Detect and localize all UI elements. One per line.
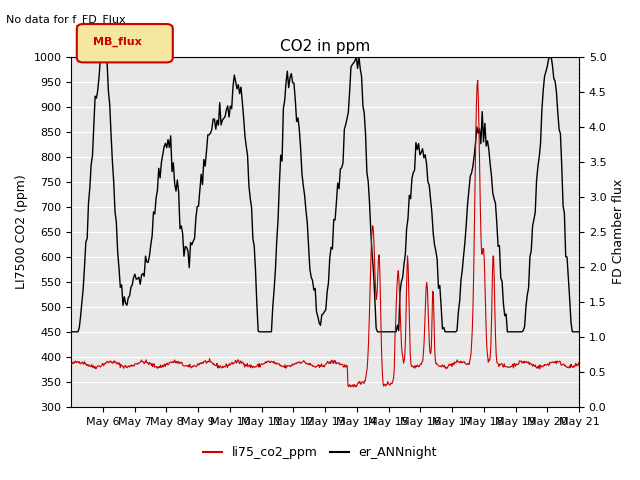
Legend: li75_co2_ppm, er_ANNnight: li75_co2_ppm, er_ANNnight <box>198 441 442 464</box>
Text: MB_flux: MB_flux <box>93 37 141 48</box>
Text: No data for f_FD_Flux: No data for f_FD_Flux <box>6 14 126 25</box>
Title: CO2 in ppm: CO2 in ppm <box>280 39 371 54</box>
Y-axis label: LI7500 CO2 (ppm): LI7500 CO2 (ppm) <box>15 174 28 289</box>
Y-axis label: FD Chamber flux: FD Chamber flux <box>612 179 625 284</box>
